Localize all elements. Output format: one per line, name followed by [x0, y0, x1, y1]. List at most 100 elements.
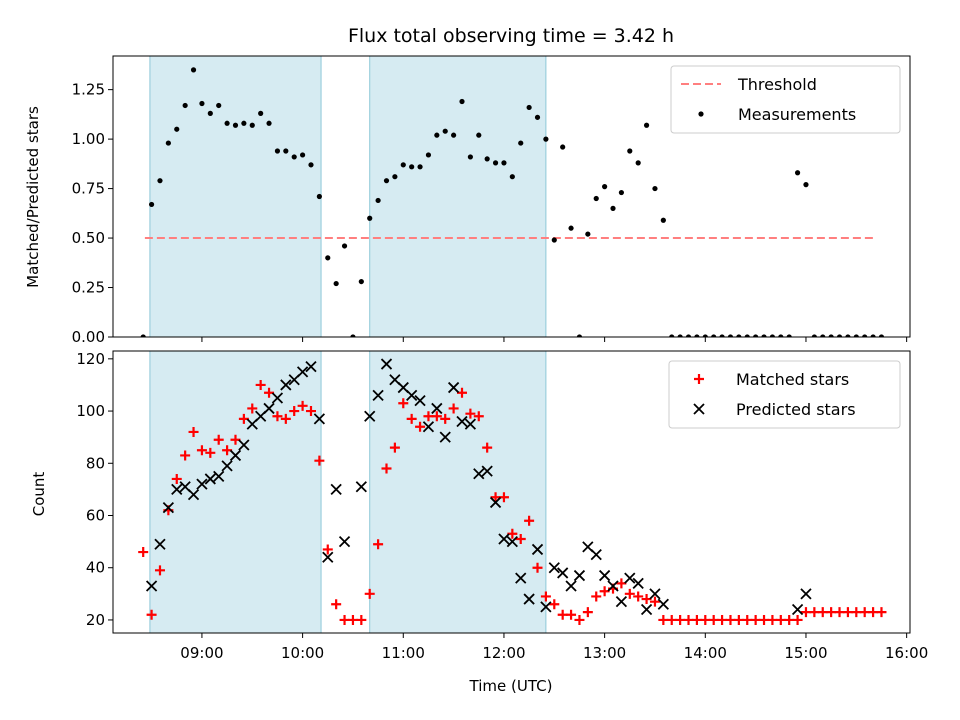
- matched-star-point: [272, 411, 283, 422]
- matched-star-point: [255, 379, 266, 390]
- measurement-point: [702, 334, 708, 337]
- predicted-star-point: [481, 465, 493, 477]
- matched-star-point: [205, 447, 216, 458]
- series-predicted-stars: [145, 358, 812, 616]
- predicted-star-point: [196, 478, 208, 490]
- predicted-star-point: [171, 483, 183, 496]
- measurement-point: [593, 195, 599, 202]
- matched-star-point: [280, 413, 291, 424]
- matched-star-point: [658, 614, 669, 625]
- predicted-star-point: [531, 543, 544, 556]
- predicted-star-point: [414, 394, 426, 407]
- y-tick-label: 120: [76, 350, 105, 368]
- legend-matched-swatch: [694, 374, 704, 384]
- matched-star-point: [448, 403, 459, 414]
- matched-star-point: [566, 609, 577, 620]
- matched-star-point: [322, 544, 333, 555]
- measurement-point: [694, 334, 700, 337]
- predicted-star-point: [372, 389, 384, 402]
- matched-star-point: [540, 591, 551, 602]
- matched-star-point: [423, 411, 434, 422]
- predicted-star-point: [422, 421, 435, 433]
- matched-star-point: [398, 398, 409, 409]
- matched-star-point: [171, 473, 182, 484]
- matched-star-point: [222, 445, 233, 456]
- matched-star-point: [742, 614, 753, 625]
- measurement-point: [778, 334, 784, 337]
- measurement-point: [501, 160, 507, 166]
- bottom-y-axis-label: Count: [30, 472, 48, 517]
- y-tick-label: 40: [86, 559, 105, 577]
- plot-area: [140, 67, 885, 337]
- measurement-point: [417, 164, 423, 170]
- y-tick-label: 80: [86, 454, 105, 472]
- matched-star-point: [347, 614, 358, 625]
- matched-star-point: [641, 594, 652, 605]
- predicted-star-point: [221, 460, 233, 472]
- matched-star-point: [247, 403, 258, 414]
- measurement-point: [165, 140, 171, 146]
- matched-star-point: [465, 408, 476, 419]
- matched-star-point: [314, 455, 325, 466]
- matched-star-point: [146, 609, 157, 620]
- measurement-point: [727, 334, 734, 337]
- predicted-star-point: [355, 481, 367, 493]
- matched-star-point: [490, 492, 501, 503]
- y-tick-label: 0.00: [72, 328, 105, 346]
- legend: Threshold Measurements: [670, 65, 901, 134]
- measurement-point: [467, 154, 473, 160]
- legend-predicted-swatch: [693, 403, 705, 415]
- y-tick-label: 100: [76, 402, 105, 420]
- legend-measurement-swatch: [698, 111, 704, 117]
- measurement-point: [719, 334, 725, 337]
- x-tick-label: 13:00: [583, 644, 626, 662]
- measurement-point: [753, 334, 759, 337]
- matched-star-point: [557, 609, 568, 620]
- measurement-point: [585, 231, 591, 237]
- matched-star-point: [725, 614, 736, 625]
- measurement-point: [283, 148, 289, 154]
- predicted-star-point: [649, 588, 661, 600]
- measurement-point: [199, 100, 205, 107]
- chart-title: Flux total observing time = 3.42 h: [348, 25, 674, 47]
- measurement-point: [677, 334, 683, 337]
- measurement-point: [509, 174, 515, 180]
- matched-star-point: [792, 614, 803, 625]
- predicted-star-point: [187, 488, 200, 501]
- matched-star-point: [230, 434, 241, 445]
- y-tick-label: 1.00: [72, 130, 105, 148]
- predicted-star-point: [615, 596, 628, 608]
- plot-area: [138, 358, 887, 625]
- measurement-point: [828, 334, 834, 337]
- measurement-point: [148, 201, 155, 208]
- measurement-point: [492, 160, 499, 166]
- measurement-point: [333, 280, 339, 287]
- matched-star-point: [733, 614, 744, 625]
- legend-label: Threshold: [737, 75, 817, 94]
- predicted-star-point: [498, 533, 510, 545]
- measurement-point: [358, 278, 364, 285]
- y-tick-label: 0.50: [72, 229, 105, 247]
- x-axis-label: Time (UTC): [469, 677, 553, 695]
- measurement-point: [794, 170, 801, 176]
- matched-star-point: [406, 413, 417, 424]
- y-tick-label: 0.25: [72, 279, 105, 297]
- measurement-point: [425, 152, 432, 158]
- predicted-star-point: [431, 402, 443, 415]
- predicted-star-point: [263, 402, 275, 415]
- predicted-star-point: [657, 598, 669, 610]
- y-tick-label: 20: [86, 611, 105, 629]
- matched-star-point: [196, 445, 207, 456]
- predicted-star-point: [213, 470, 225, 482]
- measurement-point: [836, 334, 843, 337]
- matched-star-point: [851, 607, 862, 618]
- measurement-point: [526, 104, 532, 111]
- measurement-point: [434, 132, 440, 138]
- matched-star-point: [582, 607, 593, 618]
- measurement-point: [568, 225, 574, 231]
- measurement-point: [190, 67, 197, 73]
- matched-star-point: [213, 434, 224, 445]
- matched-star-point: [800, 607, 811, 618]
- matched-star-point: [633, 591, 644, 602]
